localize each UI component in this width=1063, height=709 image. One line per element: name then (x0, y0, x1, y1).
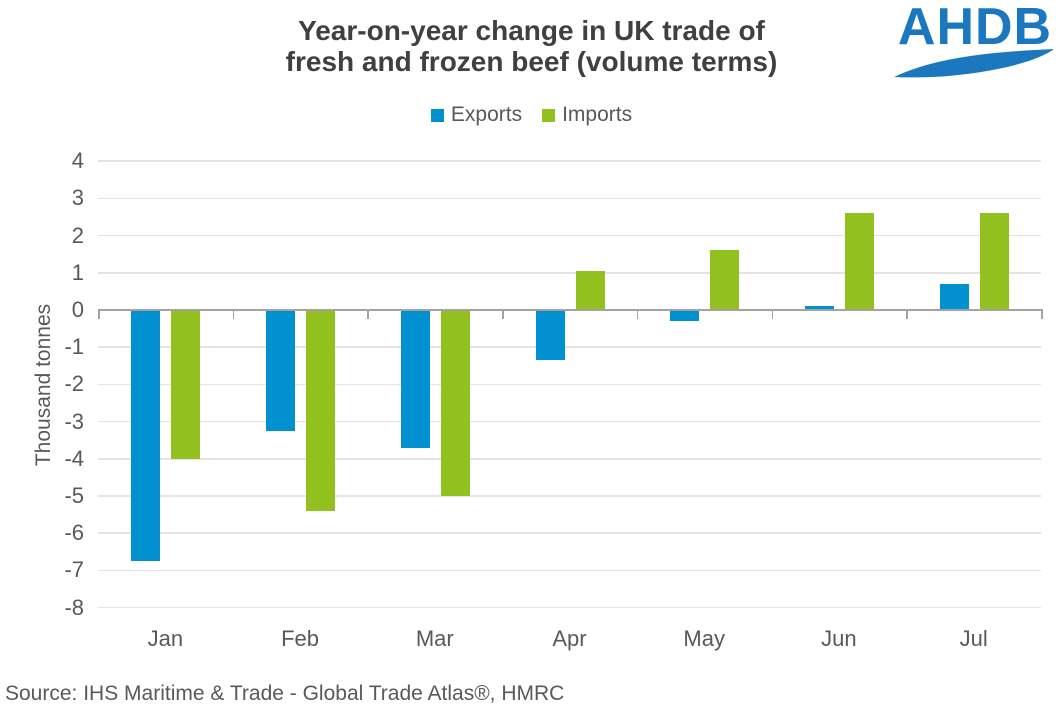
gridline (98, 420, 1041, 423)
x-tick-label-jun: Jun (821, 626, 857, 651)
gridline (98, 458, 1041, 460)
bar-exports-jul (939, 283, 969, 310)
y-tick-label: 2 (71, 222, 84, 248)
x-tick-label-feb: Feb (281, 626, 320, 651)
gridline (98, 532, 1041, 534)
gridline (98, 383, 1041, 386)
x-tick-label-mar: Mar (415, 626, 454, 651)
axis-tick (906, 310, 908, 319)
legend-item-imports: Imports (542, 103, 632, 127)
gridline (98, 606, 1041, 609)
axis-tick (1041, 310, 1043, 319)
axis-tick (636, 310, 639, 319)
axis-tick (367, 310, 369, 319)
gridline (98, 234, 1041, 237)
legend-item-exports: Exports (430, 103, 523, 127)
bar-imports-jan (171, 310, 201, 459)
bar-exports-jan (131, 310, 161, 562)
ahdb-logo: AHDB (892, 0, 1058, 83)
legend-label-exports: Exports (450, 103, 523, 126)
source-note: Source: IHS Maritime & Trade - Global Tr… (5, 682, 565, 705)
bar-imports-may (710, 250, 740, 310)
axis-tick (771, 310, 774, 319)
gridline (98, 272, 1041, 274)
exports-swatch-icon (430, 108, 444, 122)
chart-title-line2: fresh and frozen beef (volume terms) (285, 46, 778, 77)
bar-exports-mar (400, 310, 430, 448)
y-axis-title: Thousand tonnes (32, 303, 55, 467)
y-tick-label: -1 (64, 334, 84, 360)
bar-exports-jun (804, 306, 834, 310)
gridline (98, 346, 1041, 348)
y-tick-label: -5 (64, 483, 84, 508)
y-tick-label: -4 (64, 445, 84, 471)
y-tick-label: -3 (64, 408, 84, 434)
legend: Exports Imports (0, 103, 1063, 127)
bar-imports-mar (440, 310, 470, 496)
y-tick-label: 1 (71, 259, 84, 285)
gridline (98, 160, 1041, 162)
axis-tick (232, 310, 235, 319)
bar-imports-apr (575, 270, 605, 310)
gridline (98, 495, 1041, 497)
y-tick-label: -2 (64, 371, 84, 397)
bar-exports-feb (266, 310, 296, 431)
bar-exports-may (670, 310, 700, 322)
y-tick-label: 0 (71, 297, 84, 322)
gridline (98, 569, 1041, 572)
x-tick-label-apr: Apr (552, 626, 587, 651)
bar-imports-jun (844, 213, 874, 310)
y-tick-label: -8 (64, 594, 84, 620)
bar-exports-apr (535, 310, 565, 361)
gridline (98, 197, 1041, 200)
legend-label-imports: Imports (562, 103, 633, 126)
bar-imports-feb (306, 310, 336, 511)
ahdb-logo-swoosh-icon (894, 49, 1054, 78)
x-tick-label-jul: Jul (959, 626, 988, 651)
imports-swatch-icon (542, 108, 556, 122)
axis-tick (98, 310, 100, 319)
axis-tick (502, 310, 504, 319)
bar-imports-jul (979, 213, 1009, 310)
x-tick-label-jan: Jan (147, 626, 184, 651)
y-tick-label: 3 (71, 185, 84, 211)
y-tick-label: 4 (71, 148, 84, 174)
chart-title-line1: Year-on-year change in UK trade of (298, 15, 765, 46)
ahdb-logo-text: AHDB (897, 0, 1053, 56)
x-tick-label-may: May (683, 626, 725, 651)
y-tick-label: -7 (64, 557, 84, 583)
x-axis-line (98, 308, 1043, 312)
y-tick-label: -6 (64, 520, 84, 546)
chart-title: Year-on-year change in UK trade of fresh… (0, 15, 1063, 77)
